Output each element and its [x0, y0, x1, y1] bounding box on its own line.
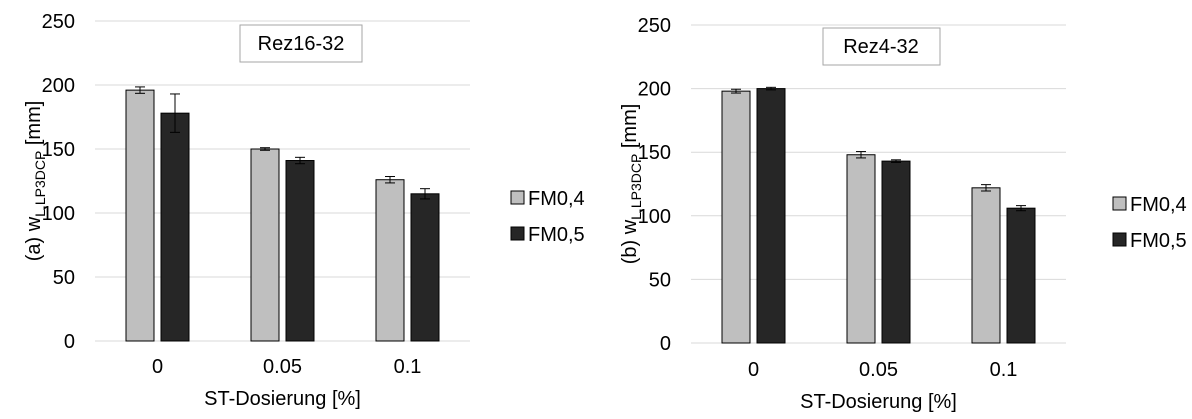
chart-title-box-a [239, 24, 363, 63]
bar-a-FM0,5-0 [160, 112, 190, 342]
y-tick-label-a: 0 [64, 331, 75, 353]
chart-panel-b: 0 50 100 150 200 250 0 0.05 0.1 Rez4-32 ST-Dosieru… [596, 0, 1192, 414]
chart-title-a: Rez16-32 [258, 33, 345, 55]
y-tick-label-b: 100 [638, 206, 671, 228]
x-tick-label-a: 0.1 [394, 356, 422, 378]
y-axis-label-unit-b: [mm] [619, 104, 641, 154]
legend-label-b-FM0,4: FM0,4 [1130, 194, 1187, 216]
bar-a-FM0,5-0.1 [410, 193, 440, 342]
chart-title-b: Rez4-32 [843, 36, 919, 58]
bar-a-FM0,4-0 [125, 89, 155, 342]
bar-chart-b: 0 50 100 150 200 250 0 0.05 0.1 Rez4-32 ST-Dosieru… [619, 15, 1187, 413]
bar-b-FM0,4-0 [721, 90, 751, 344]
bar-a-FM0,5-0.05 [285, 160, 315, 342]
x-axis-label-b: ST-Dosierung [%] [800, 391, 957, 413]
y-axis-label-unit-a: [mm] [23, 101, 45, 151]
y-tick-label-b: 250 [638, 15, 671, 37]
chart-panel-a: 0 50 100 150 200 250 0 0.05 0.1 Rez16-32 ST-Dosier… [0, 0, 596, 414]
x-tick-label-a: 0.05 [263, 356, 302, 378]
legend-label-b-FM0,5: FM0,5 [1130, 230, 1187, 252]
x-tick-label-a: 0 [152, 356, 163, 378]
legend-label-a-FM0,5: FM0,5 [528, 224, 585, 246]
y-tick-label-b: 200 [638, 79, 671, 101]
bar-chart-a: 0 50 100 150 200 250 0 0.05 0.1 Rez16-32 ST-Dosier… [23, 11, 585, 410]
x-tick-label-b: 0.1 [990, 359, 1018, 381]
y-tick-label-a: 50 [53, 267, 75, 289]
bar-b-FM0,4-0.05 [846, 154, 876, 344]
legend-label-a-FM0,4: FM0,4 [528, 188, 585, 210]
y-tick-label-b: 50 [649, 269, 671, 291]
bar-b-FM0,5-0 [756, 88, 786, 344]
y-tick-label-b: 0 [660, 333, 671, 355]
y-tick-label-a: 250 [42, 11, 75, 33]
bar-a-FM0,4-0.05 [250, 148, 280, 342]
legend-swatch-b-FM0,5 [1112, 232, 1127, 247]
x-tick-label-b: 0 [748, 359, 759, 381]
y-tick-label-a: 200 [42, 75, 75, 97]
bar-a-FM0,4-0.1 [375, 179, 405, 342]
x-tick-label-b: 0.05 [859, 359, 898, 381]
chart-title-box-b [822, 27, 941, 66]
y-tick-label-a: 100 [42, 203, 75, 225]
legend-swatch-b-FM0,4 [1112, 196, 1127, 211]
bar-b-FM0,5-0.1 [1006, 207, 1036, 344]
y-axis-label-b: (b) wL,LP3DCP [mm] [619, 104, 644, 265]
y-axis-label-a: (a) wL,LP3DCP [mm] [23, 101, 48, 262]
y-axis-label-subscript-b: L,LP3DCP [628, 154, 644, 220]
x-axis-label-a: ST-Dosierung [%] [204, 388, 361, 410]
bar-b-FM0,5-0.05 [881, 160, 911, 344]
y-tick-label-b: 150 [638, 142, 671, 164]
y-tick-label-a: 150 [42, 139, 75, 161]
legend-swatch-a-FM0,5 [510, 226, 525, 241]
y-axis-label-main-a: (a) w [23, 216, 45, 261]
legend-swatch-a-FM0,4 [510, 190, 525, 205]
y-axis-label-main-b: (b) w [619, 219, 641, 264]
bar-b-FM0,4-0.1 [971, 187, 1001, 344]
y-axis-label-subscript-a: L,LP3DCP [32, 151, 48, 217]
